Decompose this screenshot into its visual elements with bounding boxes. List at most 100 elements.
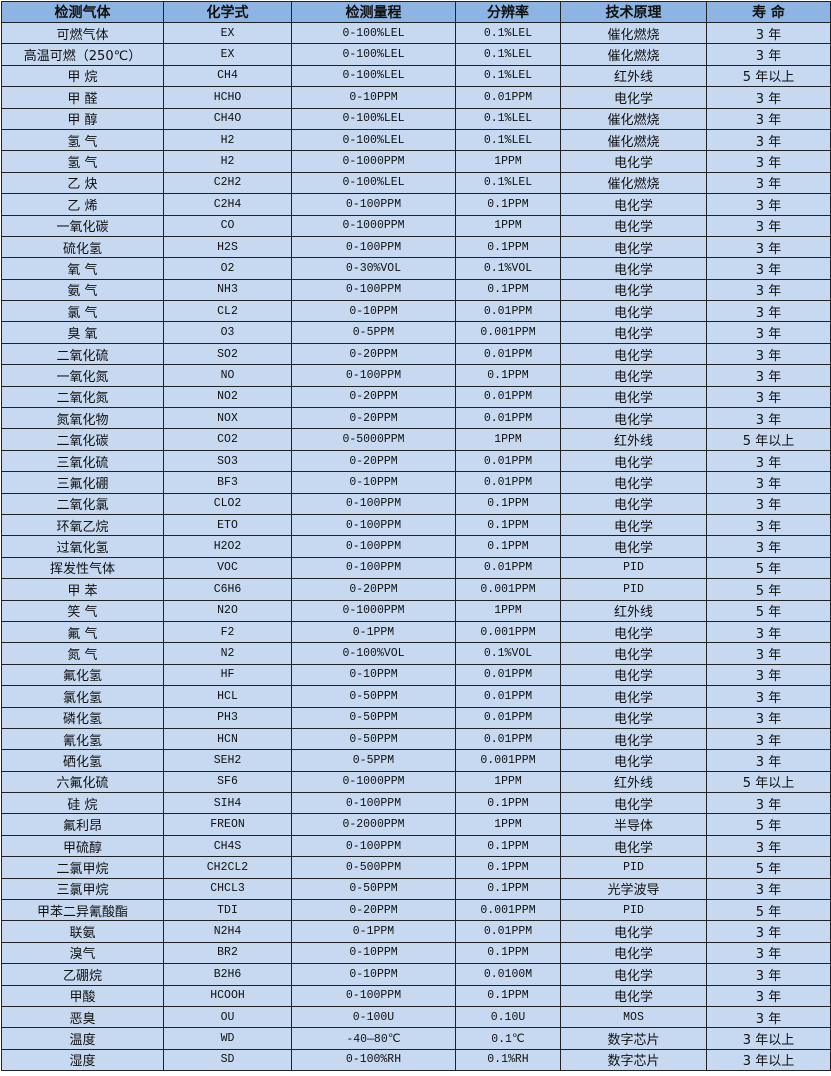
gas-name-cell: 氟化氢 — [1, 663, 164, 687]
range-cell: 0-100%LEL — [291, 21, 456, 45]
table-row: 联氨 N2H4 0-1PPM 0.01PPM 电化学 3 年 — [1, 920, 831, 943]
gas-name-cell: 甲 醇 — [1, 107, 164, 130]
gas-name-cell: 湿度 — [1, 1048, 164, 1072]
principle-cell: 电化学 — [560, 193, 707, 216]
table-row: 可燃气体 EX 0-100%LEL 0.1%LEL 催化燃烧 3 年 — [1, 21, 831, 45]
gas-name-cell: 硒化氢 — [1, 749, 164, 772]
range-cell: 0-100PPM — [291, 834, 456, 858]
range-cell: 0-1000PPM — [291, 214, 456, 237]
formula-cell: H2S — [163, 235, 292, 259]
lifespan-cell: 3 年 — [706, 963, 831, 986]
lifespan-cell: 3 年 — [706, 43, 831, 66]
lifespan-cell: 3 年 — [706, 385, 831, 409]
resolution-cell: 0.01PPM — [455, 727, 561, 751]
formula-cell: SO2 — [163, 342, 292, 366]
formula-cell: CH4 — [163, 64, 292, 88]
table-row: 氟利昂 FREON 0-2000PPM 1PPM 半导体 5 年 — [1, 813, 831, 836]
resolution-cell: 0.01PPM — [455, 663, 561, 687]
table-row: 三氯甲烷 CHCL3 0-50PPM 0.1PPM 光学波导 3 年 — [1, 877, 831, 901]
lifespan-cell: 3 年 — [706, 300, 831, 323]
resolution-cell: 0.1℃ — [455, 1027, 561, 1050]
range-cell: 0-100PPM — [291, 792, 456, 815]
resolution-cell: 0.1PPM — [455, 364, 561, 387]
gas-name-cell: 氮氧化物 — [1, 407, 164, 430]
gas-name-cell: 氯 气 — [1, 300, 164, 323]
resolution-cell: 0.1PPM — [455, 535, 561, 558]
lifespan-cell: 5 年 — [706, 813, 831, 836]
table-row: 甲 烷 CH4 0-100%LEL 0.1%LEL 红外线 5 年以上 — [1, 64, 831, 88]
lifespan-cell: 3 年 — [706, 492, 831, 515]
table-row: 乙 烯 C2H4 0-100PPM 0.1PPM 电化学 3 年 — [1, 193, 831, 216]
table-row: 氟化氢 HF 0-10PPM 0.01PPM 电化学 3 年 — [1, 663, 831, 687]
range-cell: -40—80℃ — [291, 1027, 456, 1050]
table-row: 六氟化硫 SF6 0-1000PPM 1PPM 红外线 5 年以上 — [1, 770, 831, 794]
principle-cell: 电化学 — [560, 792, 707, 815]
resolution-cell: 0.001PPM — [455, 620, 561, 644]
gas-name-cell: 甲 烷 — [1, 64, 164, 88]
lifespan-cell: 3 年 — [706, 214, 831, 237]
principle-cell: 电化学 — [560, 300, 707, 323]
header-row: 检测气体 化学式 检测量程 分辨率 技术原理 寿 命 — [1, 1, 831, 23]
gas-name-cell: 甲苯二异氰酸酯 — [1, 899, 164, 922]
range-cell: 0-50PPM — [291, 685, 456, 708]
gas-name-cell: 联氨 — [1, 920, 164, 943]
range-cell: 0-100PPM — [291, 235, 456, 259]
lifespan-cell: 3 年 — [706, 86, 831, 109]
lifespan-cell: 3 年 — [706, 321, 831, 344]
formula-cell: SD — [163, 1048, 292, 1072]
formula-cell: CO2 — [163, 428, 292, 451]
formula-cell: ETO — [163, 513, 292, 537]
resolution-cell: 0.01PPM — [455, 300, 561, 323]
range-cell: 0-10PPM — [291, 941, 456, 965]
formula-cell: CLO2 — [163, 492, 292, 515]
range-cell: 0-100PPM — [291, 193, 456, 216]
resolution-cell: 0.1PPM — [455, 278, 561, 302]
formula-cell: NH3 — [163, 278, 292, 302]
principle-cell: 电化学 — [560, 706, 707, 729]
lifespan-cell: 3 年 — [706, 749, 831, 772]
gas-name-cell: 乙硼烷 — [1, 963, 164, 986]
formula-cell: N2 — [163, 642, 292, 665]
lifespan-cell: 3 年 — [706, 407, 831, 430]
table-row: 湿度 SD 0-100%RH 0.1%RH 数字芯片 3 年以上 — [1, 1048, 831, 1072]
lifespan-cell: 3 年以上 — [706, 1048, 831, 1072]
gas-name-cell: 氢 气 — [1, 150, 164, 173]
range-cell: 0-100%LEL — [291, 107, 456, 130]
formula-cell: HCN — [163, 727, 292, 751]
principle-cell: 催化燃烧 — [560, 171, 707, 195]
lifespan-cell: 3 年 — [706, 107, 831, 130]
range-cell: 0-50PPM — [291, 727, 456, 751]
gas-name-cell: 六氟化硫 — [1, 770, 164, 794]
formula-cell: H2 — [163, 128, 292, 152]
formula-cell: SF6 — [163, 770, 292, 794]
table-row: 磷化氢 PH3 0-50PPM 0.01PPM 电化学 3 年 — [1, 706, 831, 729]
gas-name-cell: 甲 苯 — [1, 578, 164, 601]
table-row: 氨 气 NH3 0-100PPM 0.1PPM 电化学 3 年 — [1, 278, 831, 302]
formula-cell: CH4O — [163, 107, 292, 130]
range-cell: 0-2000PPM — [291, 813, 456, 836]
table-row: 二氧化氯 CLO2 0-100PPM 0.1PPM 电化学 3 年 — [1, 492, 831, 515]
header-principle: 技术原理 — [560, 1, 707, 23]
principle-cell: 电化学 — [560, 150, 707, 173]
gas-name-cell: 三氧化硫 — [1, 449, 164, 473]
lifespan-cell: 3 年 — [706, 727, 831, 751]
formula-cell: BF3 — [163, 471, 292, 494]
range-cell: 0-100PPM — [291, 364, 456, 387]
resolution-cell: 0.01PPM — [455, 685, 561, 708]
range-cell: 0-5000PPM — [291, 428, 456, 451]
gas-name-cell: 乙 炔 — [1, 171, 164, 195]
table-row: 甲硫醇 CH4S 0-100PPM 0.1PPM 电化学 3 年 — [1, 834, 831, 858]
formula-cell: HCL — [163, 685, 292, 708]
range-cell: 0-100%LEL — [291, 64, 456, 88]
range-cell: 0-5PPM — [291, 749, 456, 772]
table-row: 氟 气 F2 0-1PPM 0.001PPM 电化学 3 年 — [1, 620, 831, 644]
formula-cell: H2 — [163, 150, 292, 173]
gas-name-cell: 溴气 — [1, 941, 164, 965]
principle-cell: 电化学 — [560, 685, 707, 708]
table-row: 一氧化碳 CO 0-1000PPM 1PPM 电化学 3 年 — [1, 214, 831, 237]
range-cell: 0-20PPM — [291, 342, 456, 366]
lifespan-cell: 5 年以上 — [706, 770, 831, 794]
principle-cell: 红外线 — [560, 428, 707, 451]
table-row: 硅 烷 SIH4 0-100PPM 0.1PPM 电化学 3 年 — [1, 792, 831, 815]
lifespan-cell: 3 年 — [706, 193, 831, 216]
